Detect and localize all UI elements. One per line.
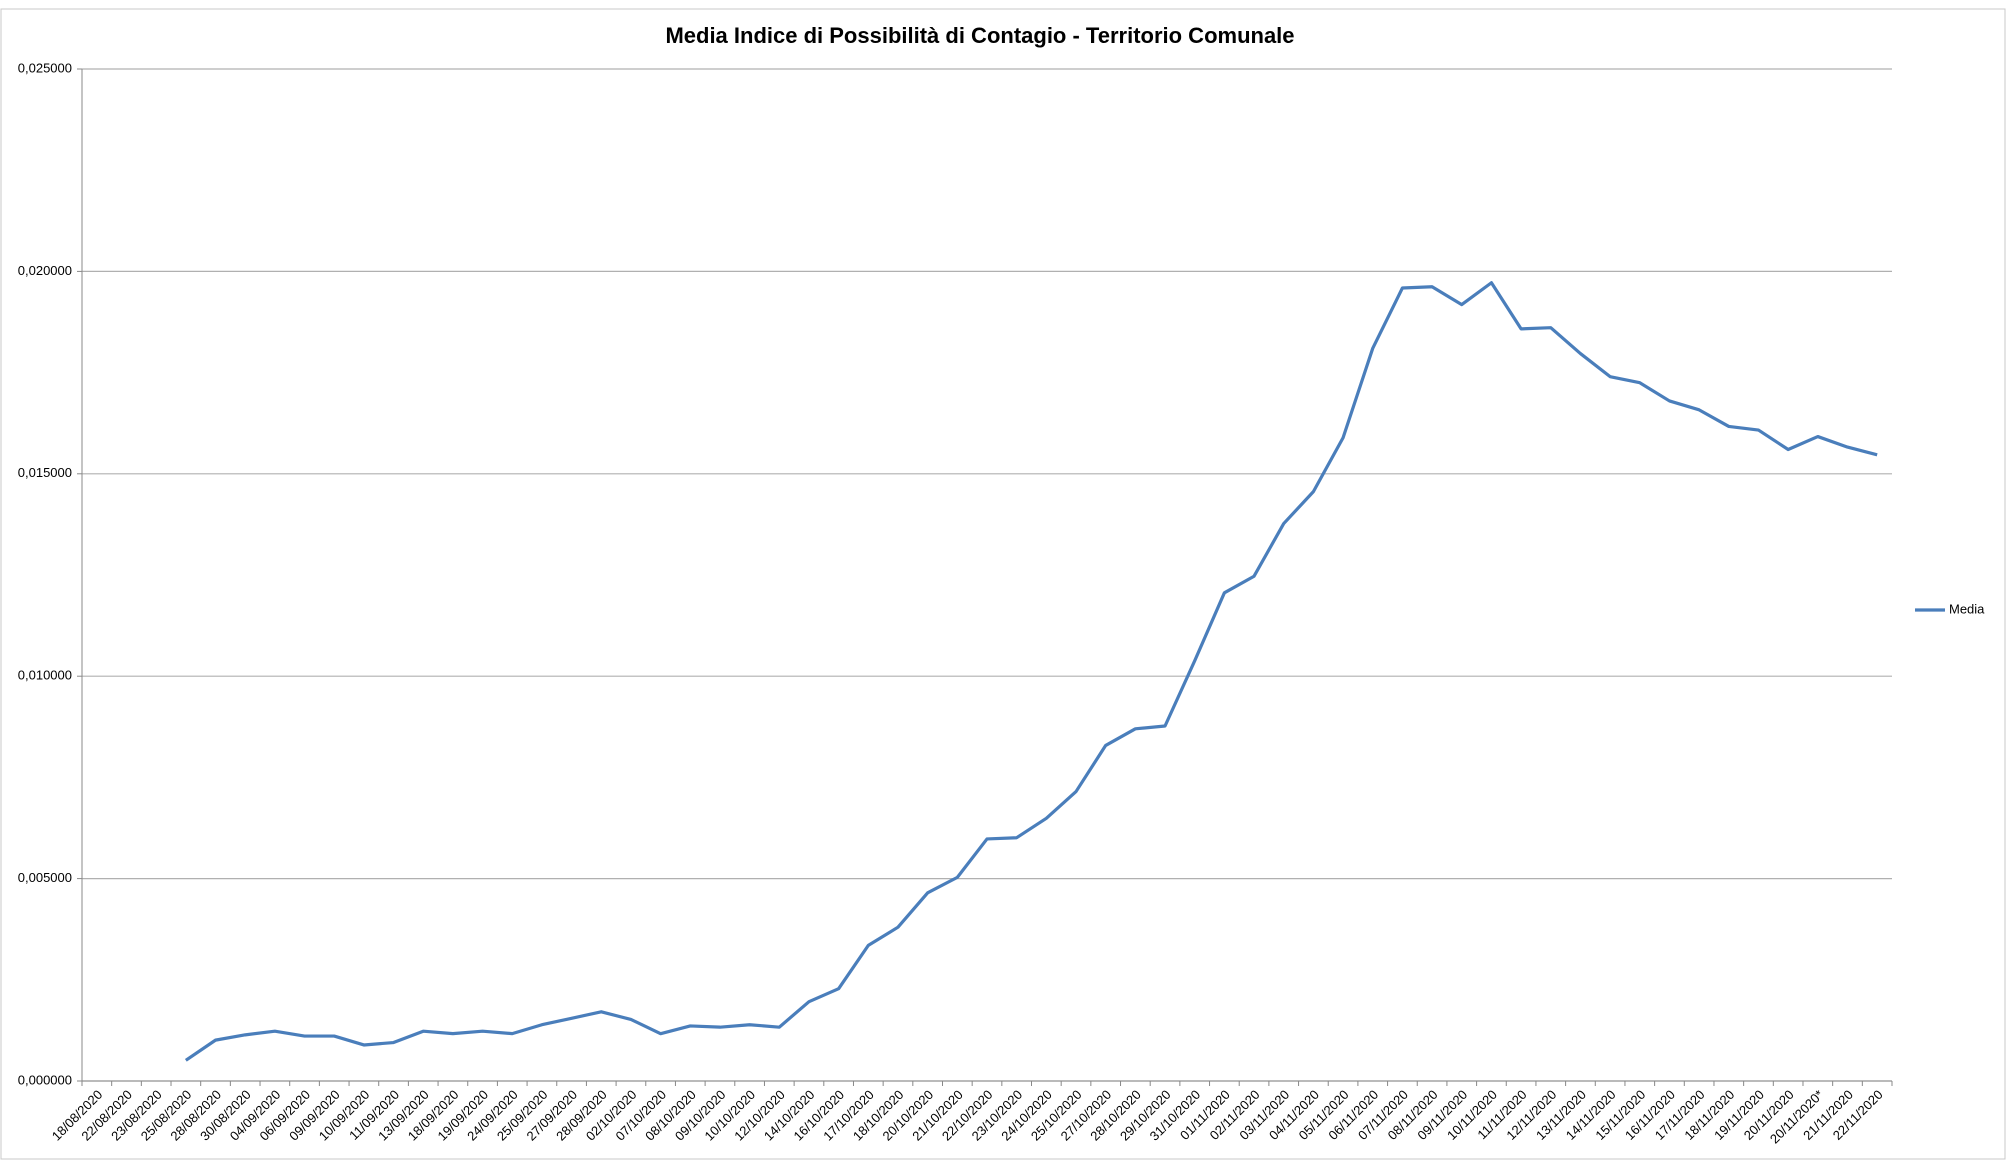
legend-label: Media (1949, 601, 1985, 616)
chart-frame (0, 8, 2006, 1160)
y-tick-label: 0,010000 (18, 668, 72, 683)
y-tick-label: 0,000000 (18, 1072, 72, 1087)
y-tick-label: 0,015000 (18, 465, 72, 480)
y-tick-label: 0,025000 (18, 60, 72, 75)
chart-title: Media Indice di Possibilità di Contagio … (665, 23, 1294, 48)
y-tick-label: 0,005000 (18, 870, 72, 885)
data-line (184, 281, 1878, 1062)
y-tick-label: 0,020000 (18, 263, 72, 278)
